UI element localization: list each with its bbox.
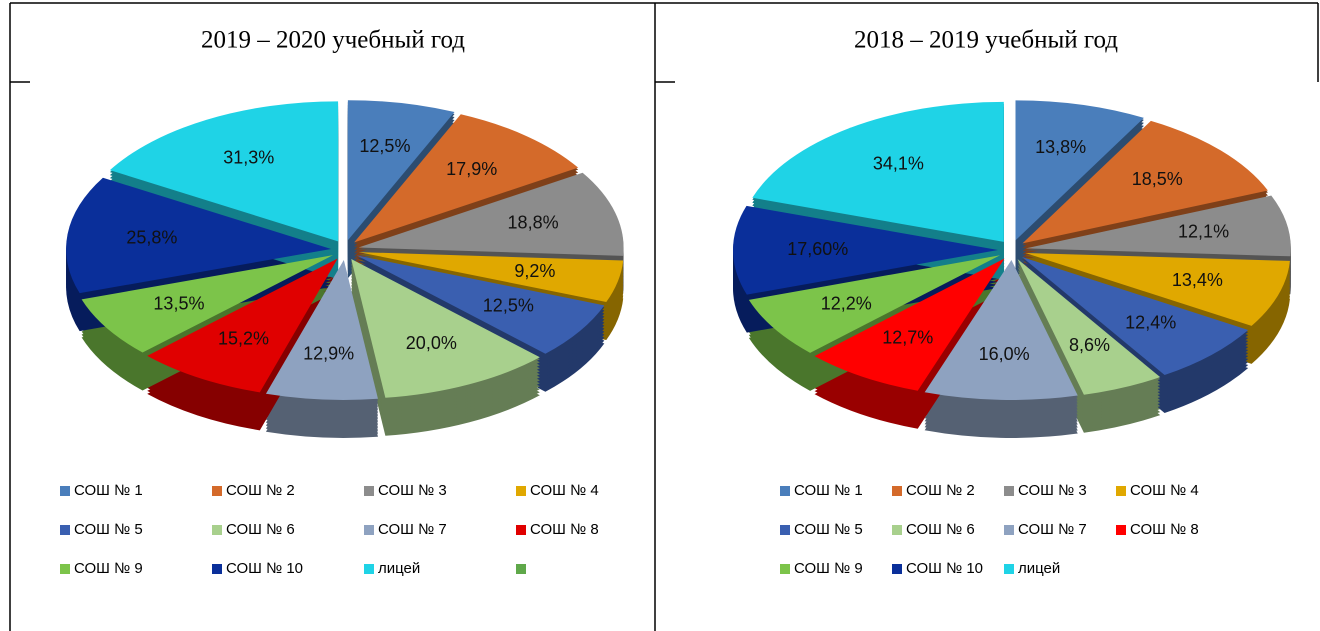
slice [354,114,579,243]
legend-label: СОШ № 5 [74,521,143,538]
data-label: 12,4% [1125,312,1176,332]
slice [1021,256,1249,376]
slice [1022,120,1268,244]
slice [109,101,339,242]
legend-label: СОШ № 7 [378,521,447,538]
legend-swatch [364,525,374,535]
legend-swatch [212,486,222,496]
data-label: 31,3% [223,147,274,167]
legend-label: лицей [1018,560,1060,577]
legend-swatch [212,525,222,535]
slice [924,259,1078,400]
slice [358,172,624,256]
data-label: 20,0% [406,333,457,353]
legend-swatch [516,564,526,574]
slice [66,177,332,294]
legend-swatch [1004,486,1014,496]
chart-title: 2019 – 2020 учебный год [201,27,465,54]
legend-label: СОШ № 4 [530,482,599,499]
table-borders [9,2,1319,631]
legend-label: СОШ № 3 [1018,482,1087,499]
data-label: 12,5% [359,136,410,156]
legend-swatch [780,564,790,574]
data-label: 12,2% [821,294,872,314]
slice [1015,100,1144,241]
data-label: 18,8% [508,213,559,233]
slice [356,255,605,354]
slice [1017,259,1161,395]
slice [752,101,1004,242]
legend-label: СОШ № 4 [1130,482,1199,499]
legend-swatch [1116,486,1126,496]
legend-swatch [1004,564,1014,574]
data-label: 12,5% [483,296,534,316]
legend-label: СОШ № 6 [906,521,975,538]
legend-swatch [516,525,526,535]
data-label: 13,5% [153,293,204,313]
slice [347,100,455,241]
legend-swatch [892,486,902,496]
legend-label: СОШ № 9 [794,560,863,577]
legend-label: СОШ № 9 [74,560,143,577]
data-label: 17,9% [446,159,497,179]
legend-label: СОШ № 2 [906,482,975,499]
slice [358,252,624,303]
legend-swatch [212,564,222,574]
legend-swatch [892,525,902,535]
legend-swatch [516,486,526,496]
slice [748,255,1001,353]
data-label: 9,2% [514,261,555,281]
legend-swatch [1004,525,1014,535]
legend-label: СОШ № 10 [906,560,983,577]
legend-label: СОШ № 8 [1130,521,1199,538]
legend-label: СОШ № 1 [794,482,863,499]
data-label: 34,1% [873,153,924,173]
legend-label: СОШ № 8 [530,521,599,538]
chart-title: 2018 – 2019 учебный год [854,27,1118,54]
legend-label: СОШ № 1 [74,482,143,499]
data-label: 12,1% [1178,221,1229,241]
data-label: 16,0% [979,344,1030,364]
data-label: 15,2% [218,328,269,348]
legend-swatch [780,486,790,496]
legend-label: СОШ № 2 [226,482,295,499]
slice [733,205,998,295]
slice [1025,195,1291,257]
legend-label: СОШ № 5 [794,521,863,538]
legend-label: СОШ № 3 [378,482,447,499]
slice [265,259,378,400]
slice [81,255,334,353]
slice [147,258,338,393]
legend-swatch [364,486,374,496]
data-label: 12,9% [303,344,354,364]
legend-label: СОШ № 10 [226,560,303,577]
legend-swatch [60,564,70,574]
slice [351,258,540,398]
data-label: 25,8% [126,228,177,248]
slice [1025,252,1290,326]
legend-swatch [60,525,70,535]
legend-swatch [780,525,790,535]
data-label: 13,8% [1035,137,1086,157]
legend-label: СОШ № 6 [226,521,295,538]
data-label: 17,60% [787,239,848,259]
legend-swatch [1116,525,1126,535]
data-label: 18,5% [1132,169,1183,189]
legend-label: СОШ № 7 [1018,521,1087,538]
legend-label: лицей [378,560,420,577]
legend-swatch [892,564,902,574]
data-label: 12,7% [882,328,933,348]
data-label: 13,4% [1172,270,1223,290]
data-label: 8,6% [1069,335,1110,355]
legend-swatch [60,486,70,496]
legend-swatch [364,564,374,574]
slice [814,258,1005,391]
